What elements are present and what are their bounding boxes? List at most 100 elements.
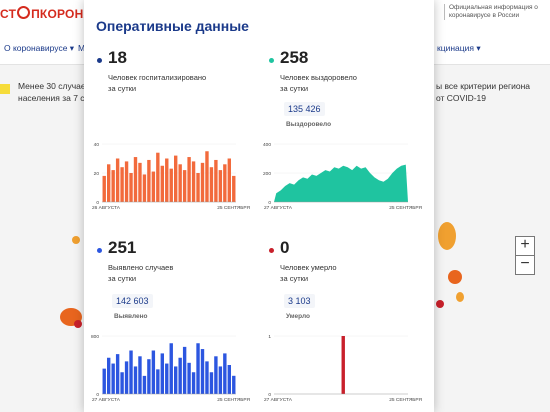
chart-bar bbox=[156, 152, 160, 202]
chart-bar bbox=[138, 356, 142, 394]
legend-right: ы все критерии региона от COVID-19 bbox=[436, 80, 530, 104]
nav-item-m[interactable]: М bbox=[78, 43, 86, 53]
x-tick-label-end: 25 СЕНТЯБРЯ bbox=[217, 397, 250, 403]
x-tick-label-start: 26 АВГУСТА bbox=[92, 205, 121, 211]
map-region bbox=[448, 270, 462, 284]
chart-bar bbox=[223, 164, 227, 202]
chart-bar bbox=[142, 174, 147, 202]
chart-bar bbox=[169, 343, 173, 394]
chart-bar bbox=[209, 372, 214, 394]
stat-label-line2: за сутки bbox=[280, 274, 309, 283]
chart-bar bbox=[218, 170, 223, 202]
chart-bar bbox=[214, 356, 218, 394]
chart-recovered: 400 200 027 АВГУСТА 25 СЕНТЯБРЯ bbox=[263, 142, 423, 211]
y-tick-label: 1 bbox=[268, 334, 271, 340]
y-tick-label: 0 bbox=[268, 200, 271, 206]
chart-bar bbox=[232, 375, 236, 394]
y-tick-label: 800 bbox=[91, 334, 99, 340]
chart-bar bbox=[205, 151, 209, 202]
stat-label-line1: Человек госпитализировано bbox=[108, 73, 207, 82]
nav-item-vaccination[interactable]: кцинация ▾ bbox=[437, 43, 481, 53]
stat-value-recovered: 258 bbox=[280, 48, 309, 67]
chart-bar bbox=[151, 350, 156, 394]
legend-yellow-swatch bbox=[0, 84, 10, 94]
header-note: Официальная информация о коронавирусе в … bbox=[444, 4, 550, 20]
x-tick-label-start: 27 АВГУСТА bbox=[264, 205, 293, 211]
y-tick-label: 0 bbox=[268, 392, 271, 398]
stat-dot-detected bbox=[97, 248, 102, 253]
x-tick-label-start: 27 АВГУСТА bbox=[264, 397, 293, 403]
chart-bar bbox=[102, 368, 106, 394]
y-tick-label: 40 bbox=[94, 142, 100, 148]
chart-bar bbox=[142, 375, 147, 394]
total-died: 3 103 bbox=[284, 294, 315, 308]
chart-bar bbox=[169, 168, 173, 202]
zoom-in-button[interactable]: + bbox=[515, 236, 535, 256]
chart-bar bbox=[232, 175, 236, 202]
chart-bar bbox=[107, 164, 111, 202]
zoom-out-button[interactable]: − bbox=[515, 255, 535, 275]
chart-bar bbox=[218, 366, 223, 394]
total-detected: 142 603 bbox=[112, 294, 153, 308]
chart-bar bbox=[209, 167, 214, 202]
stat-label-line2: за сутки bbox=[108, 84, 137, 93]
chart-bar bbox=[191, 372, 196, 394]
stat-label-line1: Выявлено случаев bbox=[108, 263, 174, 272]
legend-left: Менее 30 случаев населения за 7 су bbox=[18, 80, 90, 104]
chart-bar bbox=[200, 162, 205, 202]
stat-label-recovered: Человек выздоровело за сутки bbox=[280, 72, 357, 94]
chart-bar bbox=[138, 162, 142, 202]
chart-bar bbox=[196, 173, 200, 202]
chart-bar bbox=[187, 157, 191, 202]
stat-label-line2: за сутки bbox=[108, 274, 137, 283]
stat-value-died: 0 bbox=[280, 238, 290, 257]
x-tick-label-end: 25 СЕНТЯБРЯ bbox=[217, 205, 250, 211]
stat-dot-hospitalized bbox=[97, 58, 102, 63]
chart-bar bbox=[133, 366, 138, 394]
chart-bar bbox=[102, 175, 106, 202]
chart-bar bbox=[147, 359, 151, 394]
chart-bar bbox=[227, 158, 231, 202]
chart-bar bbox=[111, 363, 115, 394]
chart-bar bbox=[147, 159, 151, 202]
stat-dot-recovered bbox=[269, 58, 274, 63]
y-tick-label: 0 bbox=[96, 392, 99, 398]
legend-right-line1: ы все критерии региона bbox=[436, 81, 530, 91]
chart-bar bbox=[129, 173, 133, 202]
chart-bar bbox=[174, 366, 178, 394]
chart-hospitalized: 40 20 026 АВГУСТА 25 СЕНТЯБРЯ bbox=[92, 142, 251, 211]
chart-area bbox=[274, 164, 408, 202]
chart-bar bbox=[182, 170, 187, 202]
chart-bar bbox=[107, 357, 111, 394]
chart-bar bbox=[120, 372, 124, 394]
chart-bar bbox=[191, 161, 196, 202]
stat-label-detected: Выявлено случаев за сутки bbox=[108, 262, 173, 284]
chart-bar bbox=[111, 170, 115, 202]
map-region bbox=[72, 236, 80, 244]
chart-bar bbox=[124, 361, 129, 394]
legend-right-line2: от COVID-19 bbox=[436, 93, 486, 103]
panel-title: Оперативные данные bbox=[96, 18, 249, 34]
stat-dot-died bbox=[269, 248, 274, 253]
chart-bar bbox=[178, 357, 182, 394]
chart-bar bbox=[115, 158, 120, 202]
stat-value-detected: 251 bbox=[108, 238, 137, 257]
chart-bar bbox=[205, 361, 209, 394]
chart-died: 1 027 АВГУСТА 25 СЕНТЯБРЯ bbox=[264, 334, 423, 403]
y-tick-label: 400 bbox=[263, 142, 271, 148]
chart-bar bbox=[156, 369, 160, 394]
chart-bar bbox=[178, 164, 182, 202]
y-tick-label: 200 bbox=[263, 171, 271, 177]
chart-bar bbox=[160, 165, 164, 202]
legend-left-line1: Менее 30 случаев bbox=[18, 81, 91, 91]
stat-label-line1: Человек выздоровело bbox=[280, 73, 357, 82]
x-tick-label-end: 25 СЕНТЯБРЯ bbox=[389, 205, 422, 211]
chart-bar bbox=[151, 171, 156, 202]
chart-bar bbox=[120, 167, 124, 202]
chart-bar bbox=[187, 362, 191, 394]
logo-ring-icon bbox=[17, 6, 31, 19]
chart-bar bbox=[165, 363, 169, 394]
x-tick-label-start: 27 АВГУСТА bbox=[92, 397, 121, 403]
nav-item-about[interactable]: О коронавирусе ▾ bbox=[4, 43, 75, 53]
chart-bar bbox=[115, 354, 120, 394]
